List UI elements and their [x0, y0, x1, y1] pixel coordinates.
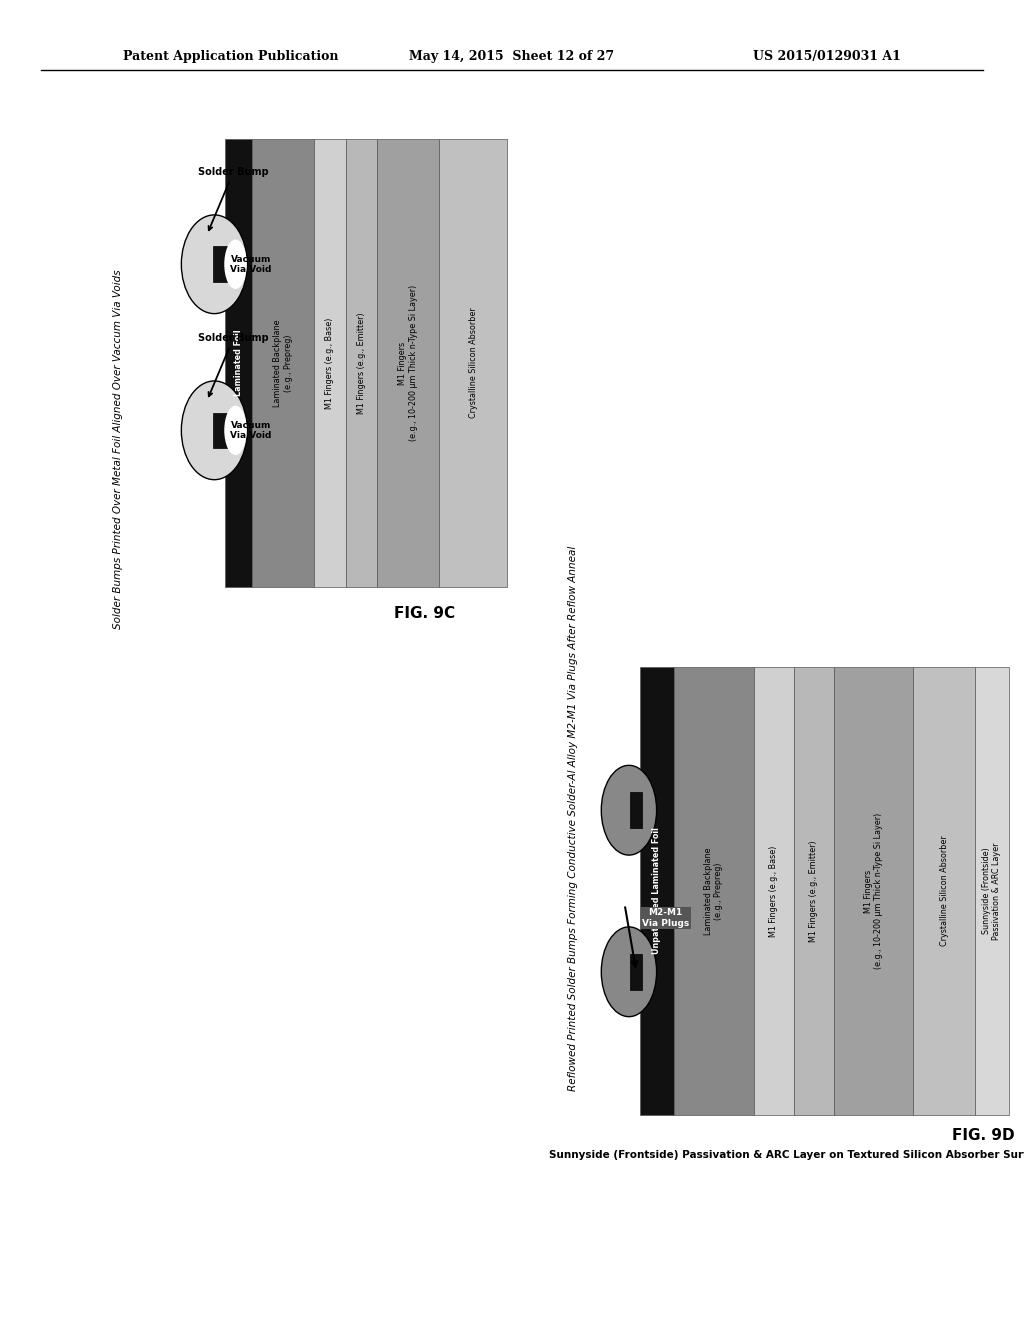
Text: M2-M1
Via Plugs: M2-M1 Via Plugs: [642, 908, 689, 928]
Bar: [834, 667, 913, 1115]
Text: M1 Fingers
(e.g., 10-200 μm Thick n-Type Si Layer): M1 Fingers (e.g., 10-200 μm Thick n-Type…: [398, 285, 418, 441]
Text: Solder Bump: Solder Bump: [198, 168, 268, 230]
Text: US 2015/0129031 A1: US 2015/0129031 A1: [754, 50, 901, 63]
Bar: [913, 667, 975, 1115]
Text: Reflowed Printed Solder Bumps Forming Conductive Solder-Al Alloy M2-M1 Via Plugs: Reflowed Printed Solder Bumps Forming Co…: [568, 545, 579, 1092]
Bar: [252, 139, 314, 587]
Text: Vacuum
Via Void: Vacuum Via Void: [230, 421, 271, 440]
Text: M1 Fingers (e.g., Emitter): M1 Fingers (e.g., Emitter): [809, 841, 818, 941]
Text: M1 Fingers (e.g., Base): M1 Fingers (e.g., Base): [326, 317, 335, 409]
Bar: [377, 139, 439, 587]
Bar: [630, 954, 642, 990]
Text: Crystalline Silicon Absorber: Crystalline Silicon Absorber: [940, 836, 948, 946]
Bar: [439, 139, 507, 587]
Text: FIG. 9C: FIG. 9C: [394, 606, 456, 622]
Text: M1 Fingers
(e.g., 10-200 μm Thick n-Type Si Layer): M1 Fingers (e.g., 10-200 μm Thick n-Type…: [864, 813, 883, 969]
Text: FIG. 9D: FIG. 9D: [951, 1127, 1015, 1143]
Text: M1 Fingers (e.g., Base): M1 Fingers (e.g., Base): [769, 845, 778, 937]
Bar: [640, 667, 674, 1115]
Bar: [630, 792, 642, 828]
Bar: [754, 667, 794, 1115]
Text: Unpatterned Laminated Foil: Unpatterned Laminated Foil: [652, 828, 662, 954]
Bar: [213, 247, 227, 282]
Bar: [314, 139, 346, 587]
Text: M1 Fingers (e.g., Emitter): M1 Fingers (e.g., Emitter): [356, 313, 366, 413]
Bar: [225, 139, 252, 587]
Ellipse shape: [601, 927, 656, 1016]
Text: Laminated Backplane
(e.g., Prepreg): Laminated Backplane (e.g., Prepreg): [705, 847, 723, 935]
Ellipse shape: [224, 240, 247, 289]
Text: Patent Application Publication: Patent Application Publication: [123, 50, 338, 63]
Bar: [674, 667, 754, 1115]
Text: Sunnyside (Frontside)
Passivation & ARC Layer: Sunnyside (Frontside) Passivation & ARC …: [982, 842, 1001, 940]
Text: Laminated Backplane
(e.g., Prepreg): Laminated Backplane (e.g., Prepreg): [273, 319, 293, 407]
Bar: [794, 667, 834, 1115]
Bar: [975, 667, 1009, 1115]
Text: Solder Bumps Printed Over Metal Foil Aligned Over Vaccum Via Voids: Solder Bumps Printed Over Metal Foil Ali…: [113, 269, 123, 628]
Ellipse shape: [224, 405, 247, 455]
Bar: [213, 413, 227, 447]
Ellipse shape: [601, 766, 656, 855]
Text: Vacuum
Via Void: Vacuum Via Void: [230, 255, 271, 275]
Ellipse shape: [181, 215, 247, 314]
Text: May 14, 2015  Sheet 12 of 27: May 14, 2015 Sheet 12 of 27: [410, 50, 614, 63]
Text: Sunnyside (Frontside) Passivation & ARC Layer on Textured Silicon Absorber Surfa: Sunnyside (Frontside) Passivation & ARC …: [549, 1150, 1024, 1160]
Text: Crystalline Silicon Absorber: Crystalline Silicon Absorber: [469, 308, 477, 418]
Text: Laminated Foil: Laminated Foil: [234, 330, 243, 396]
Bar: [346, 139, 377, 587]
Text: Solder Bump: Solder Bump: [198, 333, 268, 396]
Ellipse shape: [181, 381, 247, 479]
